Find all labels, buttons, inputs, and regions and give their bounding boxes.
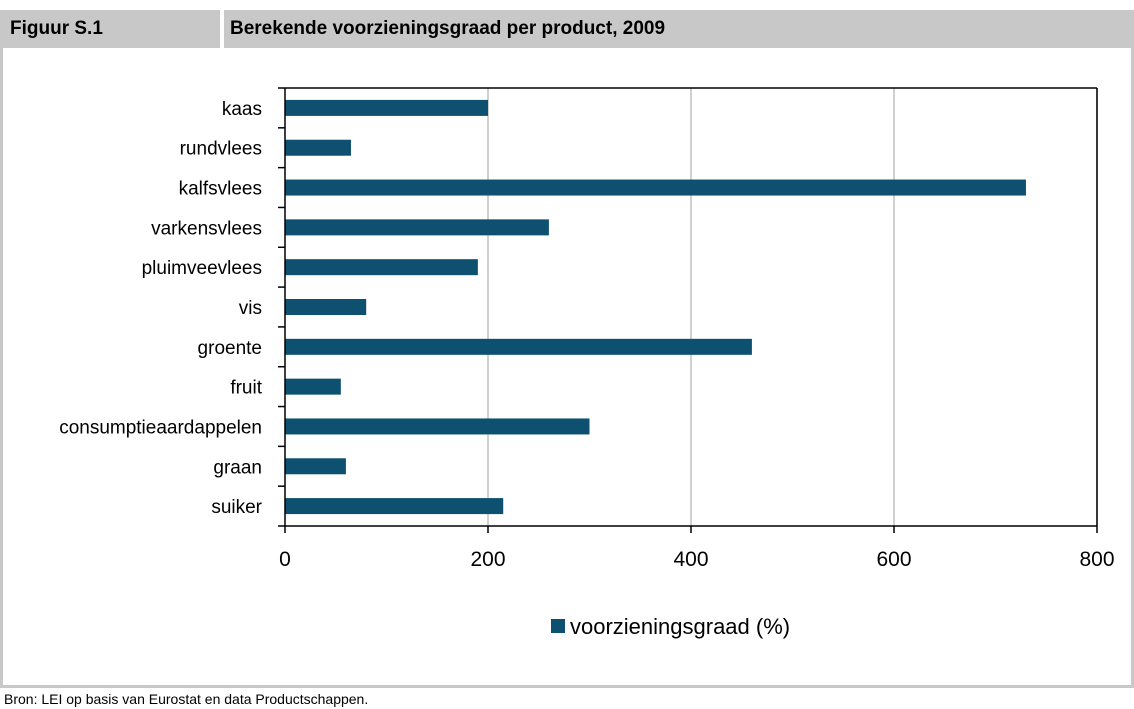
category-label-pluimveevlees: pluimveevlees <box>142 258 262 279</box>
bar-vis <box>285 299 367 315</box>
category-label-fruit: fruit <box>230 378 262 399</box>
bar-rundvlees <box>285 139 351 156</box>
figure-frame <box>0 10 1134 688</box>
figure-number: Figuur S.1 <box>10 18 103 39</box>
category-label-varkensvlees: varkensvlees <box>151 218 262 239</box>
legend-label: voorzieningsgraad (%) <box>570 614 790 639</box>
source-note: Bron: LEI op basis van Eurostat en data … <box>4 691 369 707</box>
bar-groente <box>285 338 752 355</box>
bar-fruit <box>285 378 341 395</box>
bar-suiker <box>285 498 504 515</box>
legend-swatch <box>551 619 565 633</box>
bar-graan <box>285 458 346 475</box>
category-label-suiker: suiker <box>211 497 262 518</box>
bar-pluimveevlees <box>285 259 478 276</box>
category-label-vis: vis <box>239 298 262 319</box>
category-label-rundvlees: rundvlees <box>180 139 262 160</box>
category-label-groente: groente <box>198 338 262 359</box>
category-label-kaas: kaas <box>222 99 262 120</box>
bar-consumptieaardappelen <box>285 418 590 435</box>
header-separator <box>220 10 224 48</box>
bar-varkensvlees <box>285 219 549 236</box>
figure-header: Figuur S.1 Berekende voorzieningsgraad p… <box>0 10 1134 48</box>
figure-title: Berekende voorzieningsgraad per product,… <box>230 18 666 39</box>
category-label-graan: graan <box>213 457 262 478</box>
x-tick-label-800: 800 <box>1079 548 1114 571</box>
category-label-kalfsvlees: kalfsvlees <box>179 179 262 200</box>
bar-kalfsvlees <box>285 179 1026 196</box>
x-tick-label-600: 600 <box>876 548 911 571</box>
x-tick-label-200: 200 <box>470 548 505 571</box>
bar-chart: kaas rundvlees kalfsvlees varkensvlees pluim… <box>59 87 1115 639</box>
x-tick-label-0: 0 <box>279 548 291 571</box>
bar-kaas <box>285 99 488 116</box>
x-tick-label-400: 400 <box>673 548 708 571</box>
category-label-consumptieaardappelen: consumptieaardappelen <box>59 417 262 438</box>
